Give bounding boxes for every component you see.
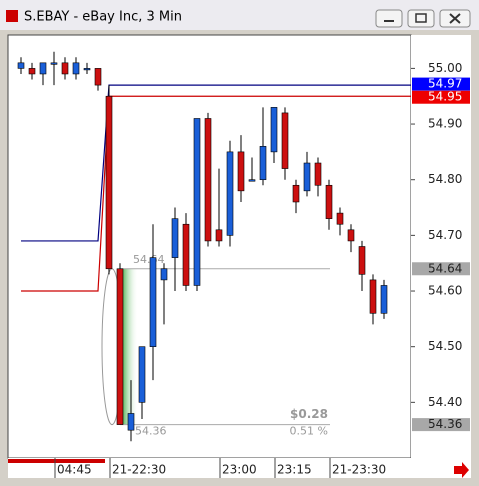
candle-body (193, 118, 201, 286)
candle-body (105, 95, 113, 270)
candle-body (303, 162, 311, 192)
reference-line (21, 95, 384, 292)
candle-body (39, 62, 47, 75)
window-title: S.EBAY - eBay Inc, 3 Min (24, 10, 182, 25)
close-icon (449, 13, 461, 24)
candle-body (72, 62, 80, 75)
plot-area (7, 34, 412, 459)
measure-start-label: 54.64 (133, 253, 165, 266)
candle-body (28, 68, 36, 75)
y-tick-label: 54.40 (428, 395, 462, 409)
maximize-icon (415, 13, 427, 23)
measure-percent: 0.51 % (290, 425, 328, 438)
candle-body (358, 246, 366, 275)
candle-body (61, 62, 69, 75)
price-tag (412, 262, 470, 276)
x-tick-label: 04:45 (57, 463, 92, 477)
price-tag (412, 418, 470, 432)
candle-body (116, 268, 124, 425)
maximize-button[interactable] (407, 9, 435, 28)
window-buttons (375, 9, 471, 28)
candle-body (17, 62, 25, 69)
candle-body (325, 184, 333, 219)
price-tag (412, 90, 470, 104)
candle-body (171, 218, 179, 258)
price-tag-label: 54.95 (428, 90, 462, 104)
price-tag-label: 54.97 (428, 77, 462, 91)
reference-line (21, 84, 384, 242)
chart: 55.00 54.90 54.80 54.70 54.60 54.50 54.40 04:45… (17, 51, 470, 478)
price-tag-label: 54.64 (428, 261, 462, 275)
candle-body (347, 229, 355, 242)
scroll-bar[interactable] (8, 459, 105, 463)
candle-body (314, 162, 322, 186)
candle-body (270, 107, 278, 153)
candle-body (248, 179, 256, 182)
candle-body (149, 257, 157, 347)
candle-body (94, 68, 102, 86)
candle-body (215, 229, 223, 242)
candle-body (237, 151, 245, 192)
scroll-arrow[interactable] (454, 462, 469, 478)
y-tick-label: 54.50 (428, 339, 462, 353)
measure-change: $0.28 (290, 407, 328, 421)
candle-body (83, 68, 91, 71)
minimize-button[interactable] (375, 9, 403, 28)
candle-body (182, 223, 190, 286)
candle-body (292, 184, 300, 203)
candle-body (50, 62, 58, 65)
candle-body (259, 146, 267, 181)
candle-body (226, 151, 234, 236)
y-tick-label: 54.80 (428, 172, 462, 186)
y-tick-label: 54.60 (428, 284, 462, 298)
y-tick-label: 54.90 (428, 117, 462, 131)
measure-band (122, 268, 138, 425)
candle-body (204, 118, 212, 242)
candle-body (138, 346, 146, 403)
candle-body (281, 112, 289, 169)
x-tick-label: 23:00 (222, 463, 257, 477)
measure-end-label: 54.36 (135, 425, 167, 438)
candle-body (127, 413, 135, 431)
time-axis (8, 458, 471, 478)
candle-body (380, 285, 388, 314)
y-tick-label: 54.70 (428, 228, 462, 242)
y-tick-label: 55.00 (428, 61, 462, 75)
candle-body (336, 212, 344, 225)
x-tick-label: 21-22:30 (112, 463, 166, 477)
x-tick-label: 21-23:30 (332, 463, 386, 477)
candle-body (160, 268, 168, 281)
candle-body (369, 279, 377, 314)
price-axis (411, 35, 471, 458)
app-icon (6, 10, 18, 22)
x-tick-label: 23:15 (277, 463, 312, 477)
price-tag (412, 77, 470, 91)
price-tag-label: 54.36 (428, 417, 462, 431)
